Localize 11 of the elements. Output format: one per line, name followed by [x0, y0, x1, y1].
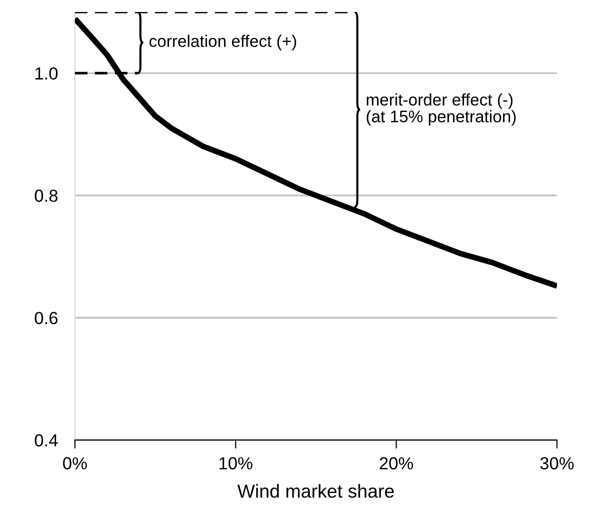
- y-tick-label: 0.4: [34, 434, 58, 447]
- annotation: merit-order effect (-) (at 15% penetration): [366, 93, 516, 126]
- annotation: correlation effect (+): [149, 34, 296, 50]
- x-tick-label: 0%: [63, 457, 87, 470]
- y-tick-label: 0.6: [34, 312, 58, 324]
- y-tick-label: 0.8: [34, 190, 58, 202]
- x-axis-title: Wind market share: [237, 484, 394, 498]
- x-tick-label: 20%: [380, 457, 414, 470]
- y-tick-label: 1.0: [35, 67, 58, 80]
- x-tick-label: 10%: [220, 457, 252, 470]
- x-tick-label: 30%: [540, 457, 574, 470]
